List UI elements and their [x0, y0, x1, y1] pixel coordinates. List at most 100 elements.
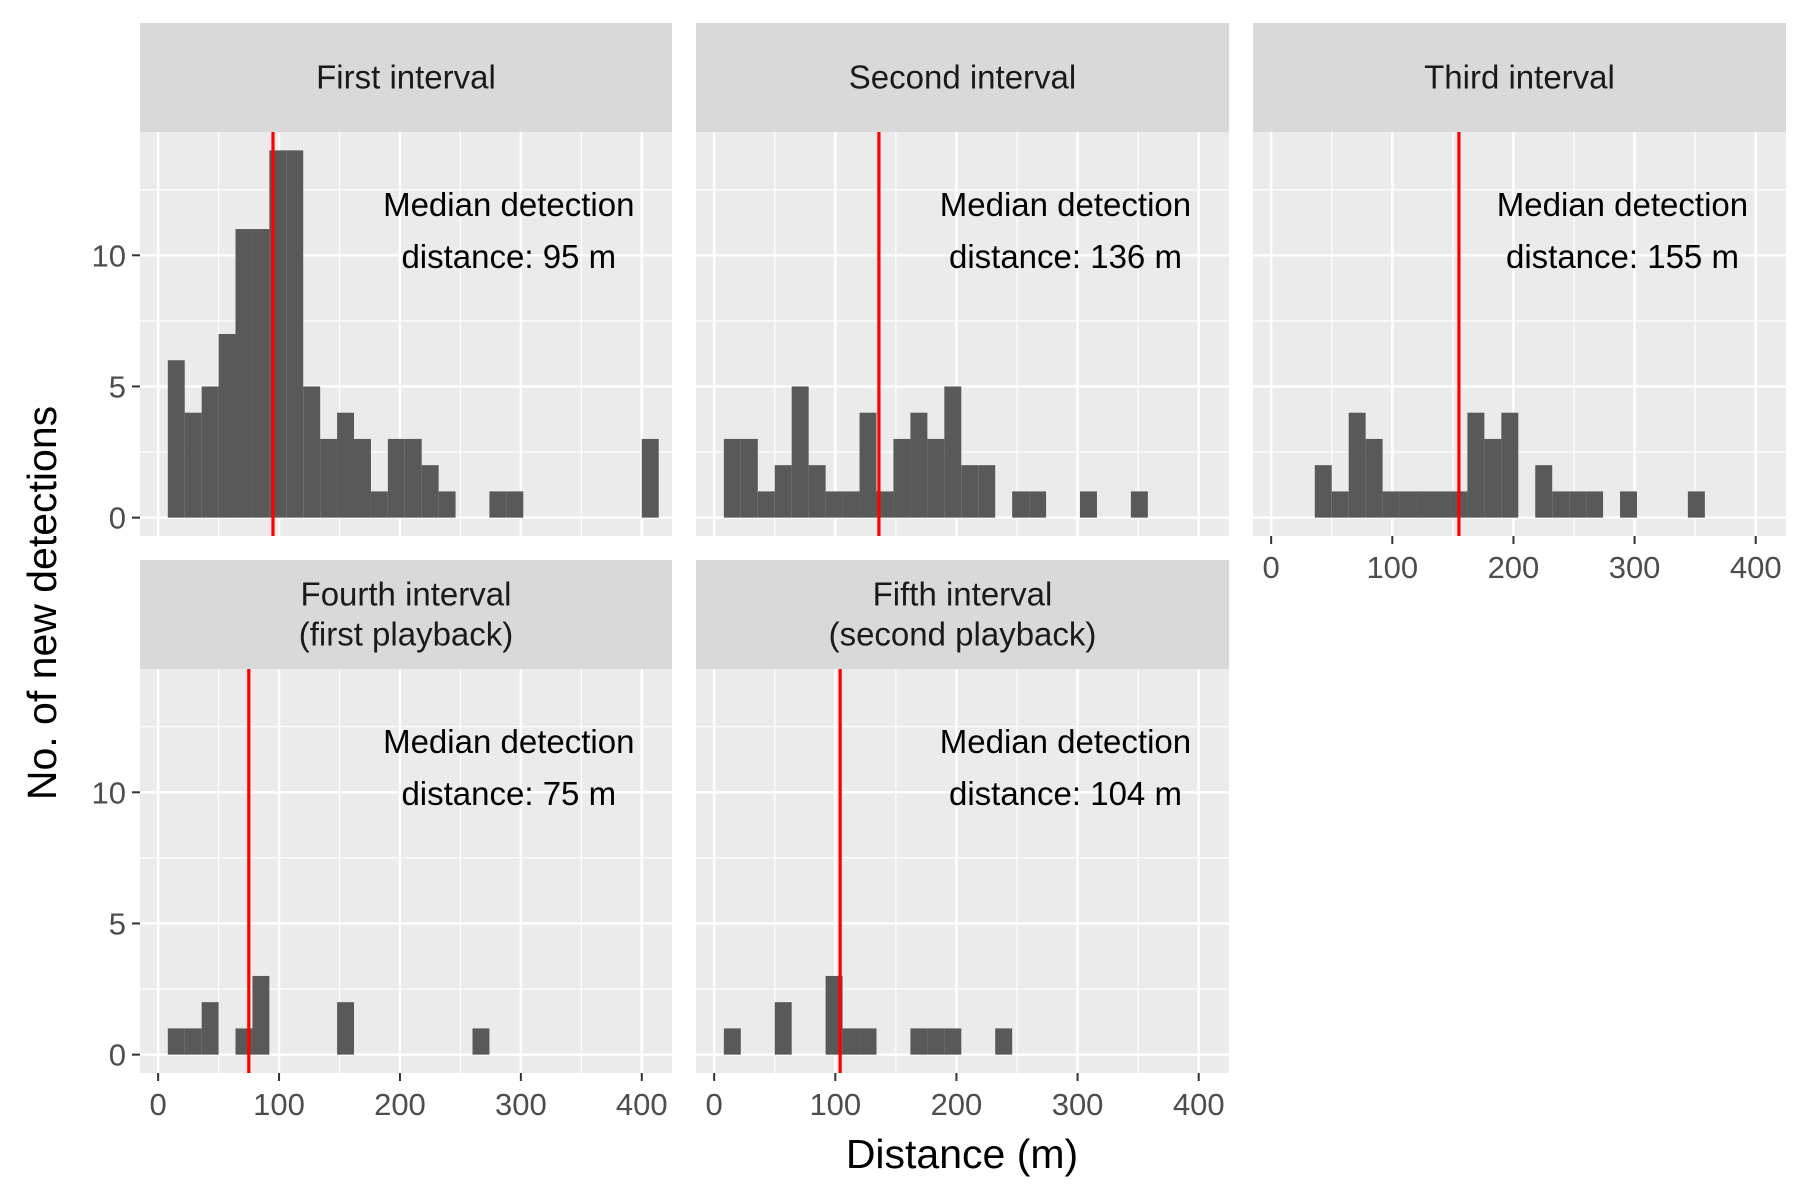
x-tick-label: 200: [374, 1087, 426, 1122]
panel-background: [1253, 132, 1786, 536]
panel-strip: [140, 23, 672, 132]
histogram-bar: [740, 438, 758, 518]
x-tick-label: 100: [809, 1087, 861, 1122]
histogram-bar: [1501, 412, 1519, 518]
histogram-bar: [808, 465, 826, 518]
x-tick-label: 200: [1488, 550, 1540, 585]
histogram-bar: [944, 386, 962, 518]
histogram-bar: [303, 386, 321, 518]
panel-title-line: Third interval: [1424, 59, 1615, 96]
histogram-bar: [1012, 491, 1030, 518]
x-tick-label: 100: [1366, 550, 1418, 585]
histogram-bar: [1029, 491, 1047, 518]
y-tick-label: 0: [109, 1038, 126, 1073]
y-tick-label: 10: [92, 238, 126, 273]
y-tick-label: 5: [109, 906, 126, 941]
median-annotation-line: Median detection: [383, 186, 634, 223]
histogram-bar: [893, 438, 911, 518]
histogram-bar: [961, 465, 979, 518]
histogram-bar: [791, 386, 809, 518]
histogram-bar: [184, 1028, 202, 1055]
histogram-bar: [1080, 491, 1097, 518]
histogram-bar: [286, 150, 304, 518]
median-annotation-line: distance: 95 m: [401, 238, 616, 275]
panel-1: First interval Median detection distance: …: [92, 23, 672, 536]
median-annotation-line: distance: 155 m: [1506, 238, 1739, 275]
panel-strip: [1253, 23, 1786, 132]
histogram-bar: [825, 491, 843, 518]
histogram-bar: [842, 491, 860, 518]
histogram-bar: [978, 465, 996, 518]
panel-title-line: First interval: [316, 59, 496, 96]
histogram-bar: [337, 1002, 355, 1055]
panel-title-line: (second playback): [829, 616, 1097, 653]
histogram-bar: [1433, 491, 1451, 518]
x-axis-title: Distance (m): [846, 1131, 1078, 1177]
histogram-bar: [1399, 491, 1417, 518]
median-annotation-line: Median detection: [383, 723, 634, 760]
x-tick-label: 400: [1173, 1087, 1225, 1122]
histogram-bar: [825, 975, 843, 1055]
y-tick-label: 10: [92, 775, 126, 810]
x-tick-label: 0: [1263, 550, 1280, 585]
y-axis-title: No. of new detections: [19, 406, 65, 800]
x-tick-label: 400: [616, 1087, 668, 1122]
histogram-bar: [1552, 491, 1570, 518]
histogram-bar: [1535, 465, 1553, 518]
histogram-bar: [320, 438, 338, 518]
panel-title-line: Second interval: [849, 59, 1076, 96]
median-annotation-line: Median detection: [940, 186, 1191, 223]
histogram-bar: [1331, 491, 1349, 518]
panel-3: Third interval Median detection distance: …: [1253, 23, 1786, 585]
histogram-bar: [472, 1028, 490, 1055]
histogram-bar: [723, 1028, 741, 1055]
histogram-bar: [876, 491, 894, 518]
histogram-bar: [1620, 491, 1638, 518]
histogram-bar: [757, 491, 775, 518]
panel-title-line: Fourth interval: [301, 576, 512, 613]
panel-strip: [696, 23, 1229, 132]
histogram-bar: [1484, 438, 1502, 518]
histogram-bar: [995, 1028, 1013, 1055]
histogram-bar: [842, 1028, 860, 1055]
histogram-bar: [167, 1028, 185, 1055]
histogram-bar: [1416, 491, 1434, 518]
histogram-bar: [506, 491, 524, 518]
x-tick-label: 200: [931, 1087, 983, 1122]
histogram-bar: [218, 334, 236, 518]
histogram-bar: [1348, 412, 1366, 518]
histogram-bar: [1467, 412, 1485, 518]
histogram-bar: [1130, 491, 1148, 518]
histogram-bar: [167, 360, 185, 518]
x-tick-label: 300: [495, 1087, 547, 1122]
histogram-bar: [774, 465, 792, 518]
x-tick-label: 300: [1052, 1087, 1104, 1122]
histogram-bar: [489, 491, 507, 518]
panel-title-line: Fifth interval: [873, 576, 1053, 613]
histogram-bar: [927, 438, 945, 518]
histogram-bar: [438, 491, 456, 518]
median-annotation-line: distance: 75 m: [401, 775, 616, 812]
histogram-bar: [404, 438, 422, 518]
histogram-bar: [910, 412, 928, 518]
histogram-bar: [1569, 491, 1587, 518]
histogram-bar: [1365, 438, 1383, 518]
histogram-bar: [1586, 491, 1604, 518]
histogram-bar: [927, 1028, 945, 1055]
histogram-bar: [387, 438, 405, 518]
x-tick-label: 0: [150, 1087, 167, 1122]
histogram-bar: [337, 412, 355, 518]
histogram-bar: [774, 1002, 792, 1055]
histogram-bar: [354, 438, 371, 518]
y-tick-label: 5: [109, 369, 126, 404]
histogram-bar: [1687, 491, 1705, 518]
histogram-bar: [370, 491, 388, 518]
facet-panels: First interval Median detection distance: …: [92, 23, 1786, 1122]
histogram-bar: [421, 465, 439, 518]
histogram-bar: [201, 386, 219, 518]
histogram-bar: [859, 1028, 877, 1055]
histogram-bar: [1314, 465, 1332, 518]
panel-background: [140, 669, 672, 1073]
panel-strip: [696, 560, 1229, 669]
histogram-bar: [235, 229, 253, 518]
